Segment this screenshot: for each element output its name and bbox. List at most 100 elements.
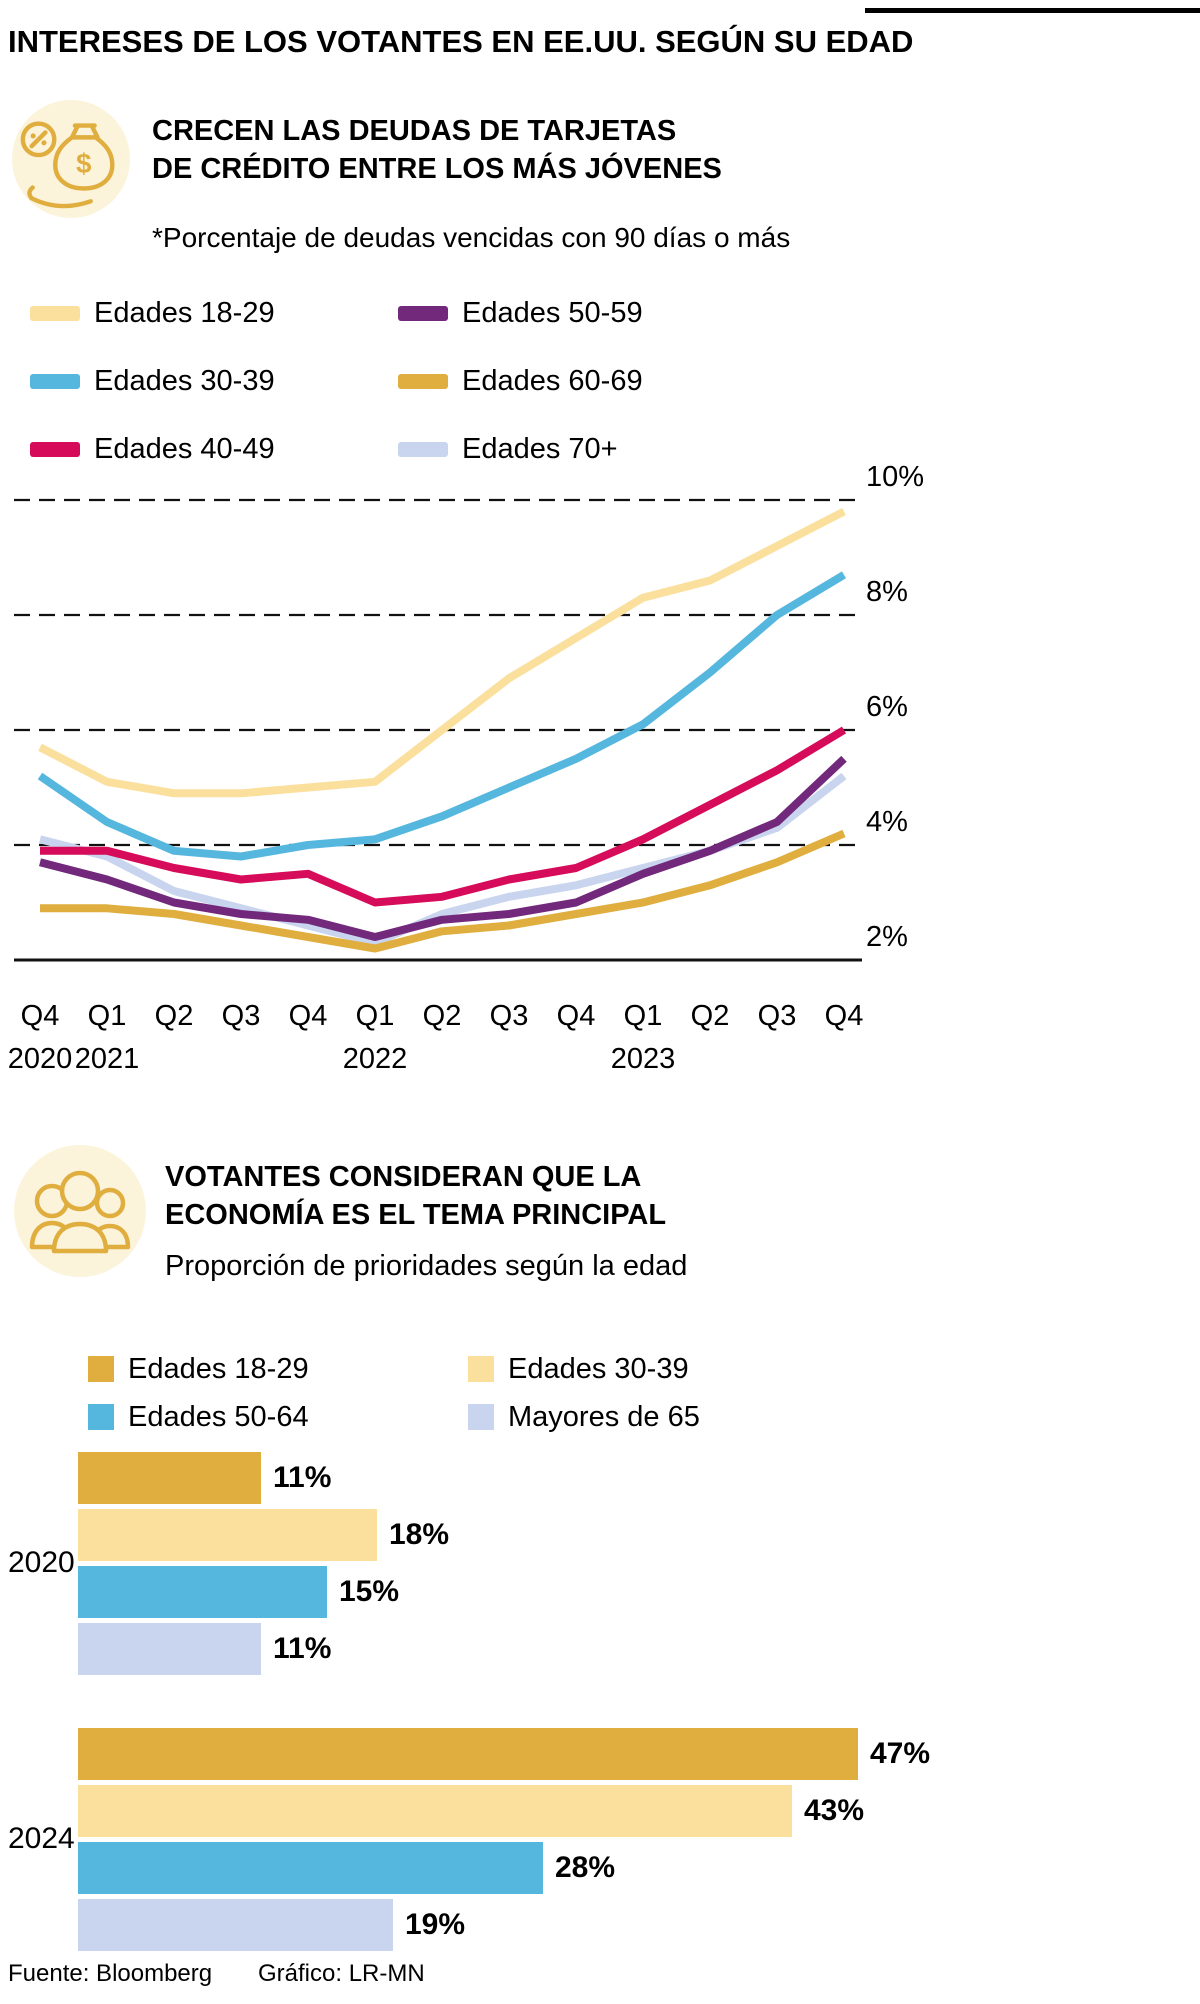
legend-swatch: [398, 441, 448, 457]
chart1-legend: Edades 18-29 Edades 30-39 Edades 40-49 Edad…: [30, 296, 643, 466]
legend-item: Edades 30-39: [468, 1352, 700, 1386]
bar-value-label: 11%: [273, 1461, 332, 1494]
bar-value-label: 47%: [870, 1737, 931, 1770]
legend-item: Edades 50-59: [398, 296, 643, 330]
y-axis-label: 8%: [866, 576, 908, 608]
legend-swatch: [468, 1356, 494, 1382]
x-axis-label: Q3: [758, 1000, 797, 1032]
x-axis-year-label: 2022: [343, 1043, 408, 1075]
svg-text:$: $: [76, 148, 91, 179]
group-year-label: 2024: [8, 1821, 75, 1855]
series-line-edades-50-59: [39, 755, 847, 941]
legend-item-label: Edades 50-64: [128, 1400, 309, 1433]
bar-row: 11%: [78, 1452, 449, 1504]
bar-edades-50-64: [78, 1842, 543, 1894]
chart1-title-line1: CRECEN LAS DEUDAS DE TARJETAS: [152, 115, 677, 147]
x-axis-label: Q1: [356, 1000, 395, 1032]
bar-group-2020: 11% 18% 15% 11%: [78, 1452, 449, 1675]
bar-group-2024: 47% 43% 28% 19%: [78, 1728, 930, 1951]
group-year-label: 2020: [8, 1545, 75, 1579]
legend-item-label: Edades 18-29: [128, 1352, 309, 1385]
x-axis-label: Q3: [490, 1000, 529, 1032]
chart2-legend: Edades 18-29 Edades 30-39 Edades 50-64 Mayo…: [88, 1352, 700, 1434]
bar-edades-50-64: [78, 1566, 327, 1618]
line-chart: 10% 8% 6% 4% 2% Q4 Q1 Q2 Q3 Q4 Q1 Q2 Q3 Q4 Q1 Q2 Q3 Q4 202…: [8, 461, 924, 1075]
bar-value-label: 15%: [339, 1575, 400, 1608]
legend-swatch: [468, 1404, 494, 1430]
bar-mayores-de-65: [78, 1899, 393, 1951]
legend-item: Edades 70+: [398, 432, 638, 466]
x-axis-label: Q4: [289, 1000, 328, 1032]
series-line-edades-40-49: [40, 726, 847, 907]
x-axis-label: Q2: [423, 1000, 462, 1032]
bar-value-label: 18%: [389, 1518, 450, 1551]
legend-item-label: Edades 60-69: [462, 364, 643, 397]
bar-value-label: 19%: [405, 1908, 466, 1941]
legend-item: Edades 18-29: [30, 296, 275, 330]
bar-value-label: 43%: [804, 1794, 865, 1827]
bar-edades-18-29: [78, 1728, 858, 1780]
series-line-edades-30-39: [37, 571, 847, 861]
legend-swatch: [88, 1404, 114, 1430]
x-axis-year-label: 2023: [611, 1043, 676, 1075]
series-line-edades-18-29: [38, 507, 846, 798]
people-group-icon: [14, 1145, 146, 1277]
top-rule: [865, 8, 1200, 13]
chart2-title-line2: ECONOMÍA ES EL TEMA PRINCIPAL: [165, 1199, 667, 1231]
chart2-title: VOTANTES CONSIDERAN QUE LA ECONOMÍA ES E…: [165, 1158, 666, 1234]
series-line-edades-60-69: [40, 829, 846, 953]
legend-item-label: Mayores de 65: [508, 1400, 700, 1433]
x-axis-label: Q4: [557, 1000, 596, 1032]
legend-item-label: Edades 30-39: [94, 364, 275, 397]
bar-edades-30-39: [78, 1509, 377, 1561]
legend-item-label: Edades 18-29: [94, 296, 275, 329]
chart1-subtitle: *Porcentaje de deudas vencidas con 90 dí…: [152, 222, 791, 253]
bar-value-label: 28%: [555, 1851, 616, 1884]
legend-column: Edades 18-29 Edades 30-39 Edades 40-49: [30, 296, 275, 466]
x-axis-label: Q4: [21, 1000, 60, 1032]
y-axis-label: 10%: [866, 461, 924, 493]
x-axis-label: Q2: [155, 1000, 194, 1032]
legend-item: Edades 60-69: [398, 364, 643, 398]
bar-row: 47%: [78, 1728, 930, 1780]
graphic-credit: Gráfico: LR-MN: [258, 1960, 425, 1987]
legend-swatch: [30, 441, 80, 457]
legend-swatch: [88, 1356, 114, 1382]
legend-column: Edades 50-59 Edades 60-69 Edades 70+: [398, 296, 643, 466]
x-axis-label: Q1: [88, 1000, 127, 1032]
legend-item: Edades 30-39: [30, 364, 275, 398]
legend-item: Edades 50-64: [88, 1400, 468, 1434]
money-percent-glyph: $: [20, 121, 115, 209]
legend-item: Mayores de 65: [468, 1400, 700, 1434]
legend-item-label: Edades 30-39: [508, 1352, 689, 1385]
chart2-title-line1: VOTANTES CONSIDERAN QUE LA: [165, 1161, 642, 1193]
chart1-title-line2: DE CRÉDITO ENTRE LOS MÁS JÓVENES: [152, 153, 722, 185]
legend-swatch: [398, 373, 448, 389]
bar-row: 11%: [78, 1623, 449, 1675]
bar-row: 19%: [78, 1899, 930, 1951]
legend-item-label: Edades 70+: [462, 432, 618, 465]
bar-value-label: 11%: [273, 1632, 332, 1665]
legend-swatch: [398, 305, 448, 321]
x-axis-label: Q2: [691, 1000, 730, 1032]
y-axis-label: 6%: [866, 691, 908, 723]
y-axis-label: 2%: [866, 921, 908, 953]
x-axis-label: Q1: [624, 1000, 663, 1032]
x-axis-label: Q3: [222, 1000, 261, 1032]
bar-edades-18-29: [78, 1452, 261, 1504]
chart2-subtitle: Proporción de prioridades según la edad: [165, 1250, 688, 1282]
money-percent-icon: $: [12, 100, 130, 218]
x-axis-year-label: 2021: [75, 1043, 140, 1075]
x-axis-label: Q4: [825, 1000, 864, 1032]
bar-edades-30-39: [78, 1785, 792, 1837]
page-title: INTERESES DE LOS VOTANTES EN EE.UU. SEGÚ…: [8, 24, 914, 59]
people-group-glyph: [29, 1170, 131, 1254]
legend-item: Edades 18-29: [88, 1352, 468, 1386]
bar-mayores-de-65: [78, 1623, 261, 1675]
legend-item-label: Edades 40-49: [94, 432, 275, 465]
bar-row: 43%: [78, 1785, 930, 1837]
bar-row: 15%: [78, 1566, 449, 1618]
legend-swatch: [30, 305, 80, 321]
bar-row: 18%: [78, 1509, 449, 1561]
